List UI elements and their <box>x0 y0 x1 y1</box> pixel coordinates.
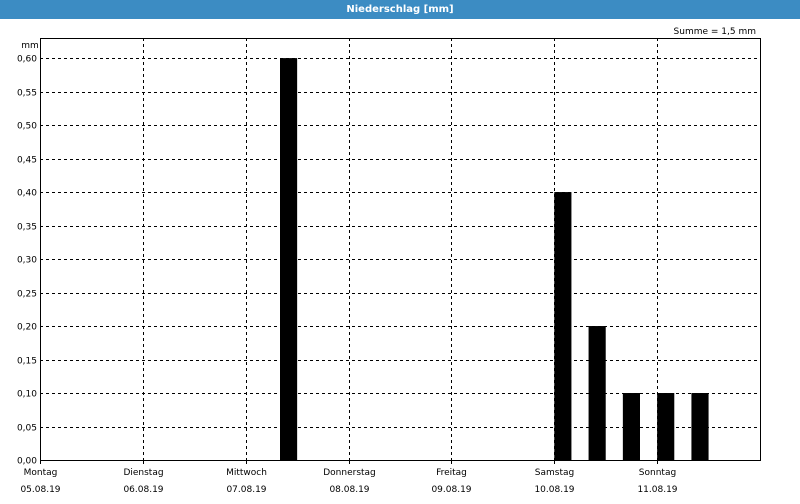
x-tick-date: 05.08.19 <box>20 485 60 495</box>
y-tick-label: 0,30 <box>17 256 37 266</box>
y-tick-label: 0,60 <box>17 55 37 65</box>
precipitation-bar <box>280 58 298 460</box>
y-tick-label: 0,25 <box>17 290 37 300</box>
bars <box>280 58 709 461</box>
x-tick-weekday: Dienstag <box>123 468 163 478</box>
y-tick-label: 0,55 <box>17 89 37 99</box>
x-tick-date: 07.08.19 <box>226 485 266 495</box>
y-axis-unit-label: mm <box>21 41 39 51</box>
plot-frame <box>40 38 761 461</box>
window-title: Niederschlag [mm] <box>0 0 800 19</box>
precipitation-bar <box>657 393 675 460</box>
precipitation-bar <box>554 192 572 461</box>
x-tick-weekday: Montag <box>24 468 58 478</box>
y-tick-label: 0,35 <box>17 223 37 233</box>
y-tick-label: 0,40 <box>17 189 37 199</box>
x-tick-labels: Montag 05.08.19 Dienstag 06.08.19 Mittwoch 07… <box>20 468 677 495</box>
x-tick-date: 06.08.19 <box>123 485 163 495</box>
y-tick-label: 0,10 <box>17 390 37 400</box>
precipitation-chart: 0,00 0,05 0,10 0,15 0,20 0,25 0,30 0,35 0,40 0,45… <box>0 19 800 500</box>
sum-label: Summe = 1,5 mm <box>674 27 756 37</box>
y-tick-label: 0,50 <box>17 122 37 132</box>
x-tick-weekday: Freitag <box>436 468 467 478</box>
precipitation-bar <box>622 393 640 460</box>
x-tick-weekday: Sonntag <box>639 468 676 478</box>
x-tick-weekday: Mittwoch <box>226 468 267 478</box>
y-tick-label: 0,15 <box>17 357 37 367</box>
grid <box>40 38 760 464</box>
x-tick-date: 11.08.19 <box>637 485 677 495</box>
y-tick-label: 0,45 <box>17 156 37 166</box>
y-tick-label: 0,05 <box>17 424 37 434</box>
x-tick-date: 10.08.19 <box>534 485 574 495</box>
x-tick-date: 08.08.19 <box>329 485 369 495</box>
y-tick-label: 0,00 <box>17 457 37 467</box>
precipitation-bar <box>691 393 709 460</box>
x-tick-date: 09.08.19 <box>431 485 471 495</box>
precipitation-bar <box>588 326 606 460</box>
x-tick-weekday: Samstag <box>535 468 574 478</box>
y-tick-labels: 0,00 0,05 0,10 0,15 0,20 0,25 0,30 0,35 0,40 0,45… <box>17 55 37 467</box>
x-tick-weekday: Donnerstag <box>323 468 376 478</box>
chart-svg: 0,00 0,05 0,10 0,15 0,20 0,25 0,30 0,35 0,40 0,45… <box>17 27 761 495</box>
y-tick-label: 0,20 <box>17 323 37 333</box>
